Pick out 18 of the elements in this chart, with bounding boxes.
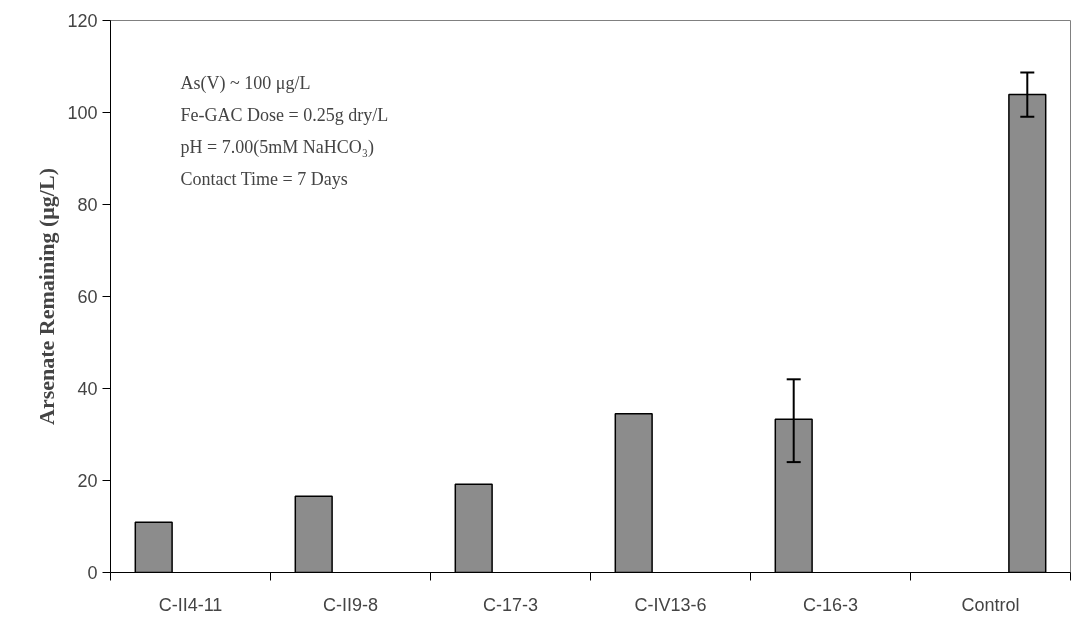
x-tick-label: C-17-3 [482,594,539,615]
y-tick-label: 20 [77,471,98,491]
x-tick-label: C-II4-11 [158,594,223,615]
y-tick-label: 40 [77,379,98,399]
annotation: Fe-GAC Dose = 0.25g dry/L [180,104,389,125]
y-tick-label: 60 [77,287,98,307]
annotation: pH = 7.00(5mM NaHCO₃) [180,136,374,158]
x-tick-label: C-II9-8 [322,594,379,615]
annotation: Contact Time = 7 Days [180,168,348,189]
annotation: As(V) ~ 100 μg/L [180,72,311,94]
y-tick-label: 100 [67,103,98,123]
x-tick-label: C-IV13-6 [634,594,707,615]
y-tick-label: 0 [87,563,98,583]
x-tick-label: Control [961,594,1020,615]
y-axis-title: Arsenate Remaining (μg/L) [34,168,60,425]
y-tick-label: 80 [77,195,98,215]
y-tick-label: 120 [67,11,98,31]
x-tick-label: C-16-3 [802,594,859,615]
